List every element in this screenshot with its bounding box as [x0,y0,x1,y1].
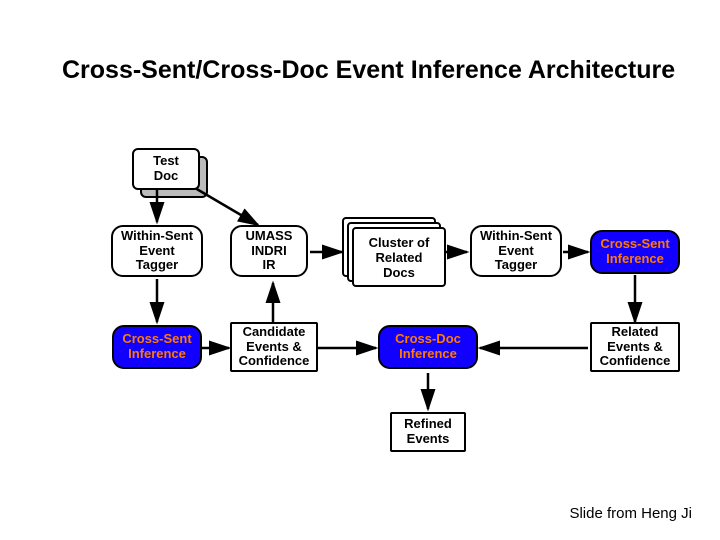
node-related-label: RelatedEvents &Confidence [600,325,671,370]
node-cluster-stack: Cluster ofRelatedDocs [342,217,442,285]
node-cross-doc-label: Cross-DocInference [395,332,461,362]
node-within-sent-2: Within-SentEventTagger [470,225,562,277]
node-umass: UMASSINDRIIR [230,225,308,277]
node-test-doc: TestDoc [132,148,200,190]
node-cross-sent-left-label: Cross-SentInference [122,332,191,362]
node-cross-sent-right-label: Cross-SentInference [600,237,669,267]
node-cross-doc: Cross-DocInference [378,325,478,369]
slide-title: Cross-Sent/Cross-Doc Event Inference Arc… [62,55,675,85]
node-within-sent-1-label: Within-SentEventTagger [121,229,193,274]
node-candidate: CandidateEvents &Confidence [230,322,318,372]
node-refined-label: RefinedEvents [404,417,452,447]
node-within-sent-2-label: Within-SentEventTagger [480,229,552,274]
node-test-doc-label: TestDoc [153,154,179,184]
node-candidate-label: CandidateEvents &Confidence [239,325,310,370]
node-refined: RefinedEvents [390,412,466,452]
slide-credit: Slide from Heng Ji [569,505,692,522]
node-cluster-label: Cluster ofRelatedDocs [369,235,430,280]
node-cross-sent-right: Cross-SentInference [590,230,680,274]
node-within-sent-1: Within-SentEventTagger [111,225,203,277]
node-umass-label: UMASSINDRIIR [246,229,293,274]
node-cross-sent-left: Cross-SentInference [112,325,202,369]
node-related: RelatedEvents &Confidence [590,322,680,372]
